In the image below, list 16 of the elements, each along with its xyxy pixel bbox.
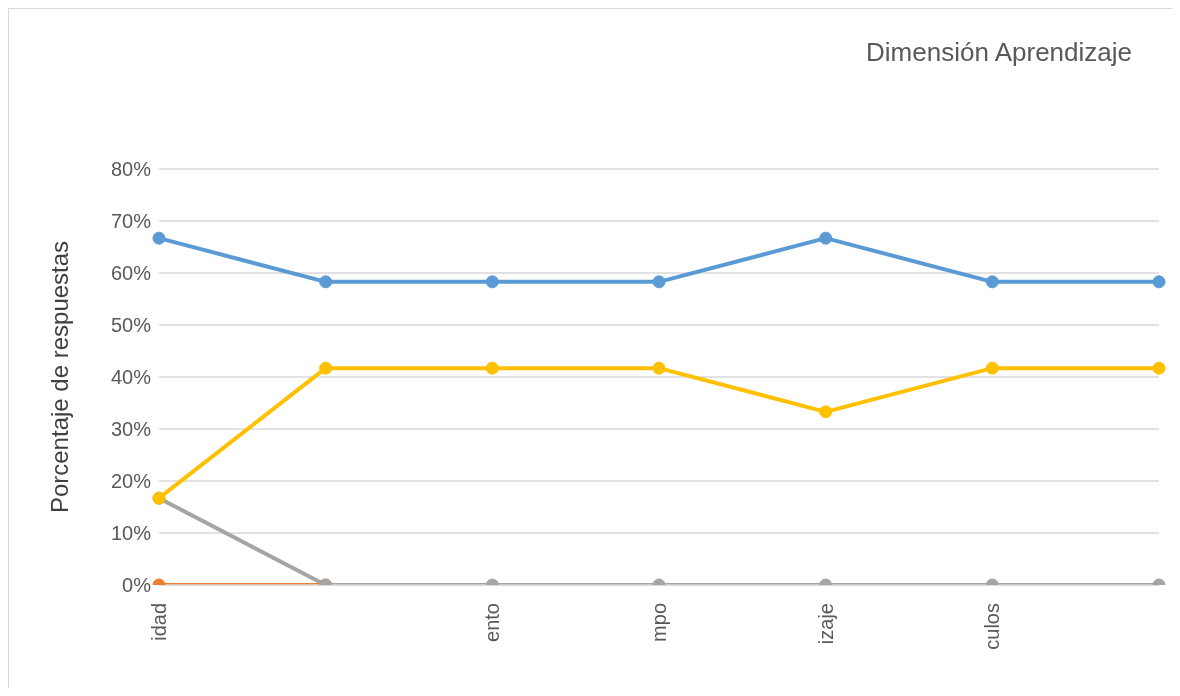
chart-title: Dimensión Aprendizaje [866,37,1132,68]
y-tick-label: 0% [122,574,152,597]
y-tick-label: 50% [110,314,152,337]
y-tick-label: 40% [110,366,152,389]
y-tick-label: 80% [110,158,152,181]
y-tick-label: 60% [110,262,152,285]
y-tick-label: 20% [110,470,152,493]
y-axis-title: Porcentaje de respuestas [45,240,73,514]
x-tick-label: ento [481,603,504,642]
y-tick-label: 70% [110,210,152,233]
x-tick-label: izaje [814,603,837,645]
x-tick-label: idad [148,603,170,641]
x-tick-label: mpo [648,603,670,642]
y-tick-label: 30% [110,418,152,441]
y-tick-label: 10% [110,522,152,545]
x-tick-label: culos [981,603,1004,650]
